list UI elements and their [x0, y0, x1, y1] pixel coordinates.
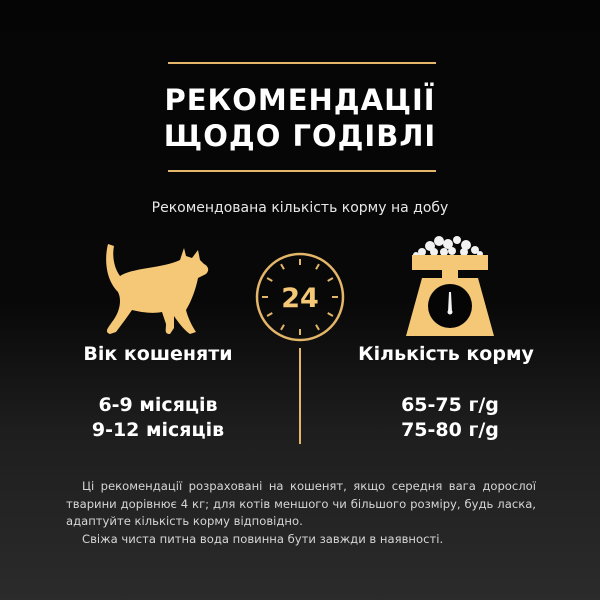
bottom-divider — [168, 170, 436, 172]
title-line-1: РЕКОМЕНДАЦІЇ — [164, 83, 436, 117]
kitten-age-label: Вік кошеняти — [83, 343, 233, 365]
clock-24h-icon: 24 — [255, 252, 345, 342]
clock-tick — [315, 263, 320, 270]
age-value-2: 9-12 місяців — [91, 419, 225, 441]
top-divider — [168, 62, 436, 64]
note-paragraph-1: Ці рекомендації розраховані на кошенят, … — [66, 479, 536, 528]
clock-tick — [266, 277, 273, 282]
center-vertical-line — [299, 348, 301, 444]
clock-tick — [280, 324, 285, 331]
cat-icon — [106, 244, 209, 334]
note-paragraph-2: Свіжа чиста питна вода повинна бути завж… — [82, 531, 444, 546]
feeding-note: Ці рекомендації розраховані на кошенят, … — [66, 478, 536, 548]
amount-value-1: 65-75 г/g — [401, 394, 499, 416]
clock-tick — [327, 312, 334, 317]
scale-icon — [406, 236, 494, 336]
amount-value-2: 75-80 г/g — [401, 419, 499, 441]
clock-tick — [266, 312, 273, 317]
age-value-1: 6-9 місяців — [98, 394, 218, 416]
food-amount-label: Кількість корму — [358, 343, 534, 365]
clock-tick — [280, 263, 285, 270]
title-line-2: ЩОДО ГОДІВЛІ — [163, 119, 437, 153]
clock-tick — [315, 324, 320, 331]
clock-label: 24 — [281, 283, 319, 314]
clock-tick — [327, 277, 334, 282]
subtitle: Рекомендована кількість корму на добу — [151, 200, 449, 216]
